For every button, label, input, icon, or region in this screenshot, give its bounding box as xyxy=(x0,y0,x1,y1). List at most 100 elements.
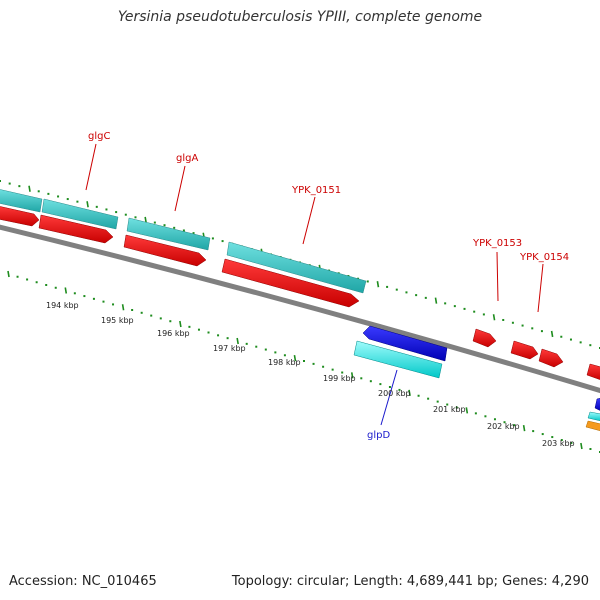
genome-stats-text: Topology: circular; Length: 4,689,441 bp… xyxy=(231,574,589,589)
major-tick xyxy=(434,297,438,304)
minor-tick xyxy=(18,185,21,188)
minor-tick xyxy=(54,286,57,289)
minor-tick xyxy=(283,354,286,357)
leader-line-glpD xyxy=(380,369,398,426)
scale-label: 194 kbp xyxy=(46,301,79,310)
minor-tick xyxy=(159,317,162,320)
minor-tick xyxy=(444,302,447,305)
minor-tick xyxy=(369,380,372,383)
minor-tick xyxy=(182,229,185,232)
accession-text: Accession: NC_010465 xyxy=(9,574,157,589)
gene-bar-glpD xyxy=(353,340,443,379)
minor-tick xyxy=(217,334,220,337)
minor-tick xyxy=(192,232,195,235)
map-title: Yersinia pseudotuberculosis YPIII, compl… xyxy=(117,9,483,25)
minor-tick xyxy=(197,328,200,331)
major-tick xyxy=(550,330,554,338)
gene-label-glpD: glpD xyxy=(367,430,390,441)
minor-tick xyxy=(424,296,427,299)
cds-arrow-YPK_0153 xyxy=(472,328,497,348)
minor-tick xyxy=(453,305,456,308)
minor-tick xyxy=(92,297,95,300)
minor-tick xyxy=(66,198,69,201)
scale-label: 199 kbp xyxy=(323,374,356,383)
minor-tick xyxy=(0,180,1,182)
minor-tick xyxy=(226,337,229,340)
cds-arrow xyxy=(594,397,600,411)
minor-tick xyxy=(379,383,382,386)
minor-tick xyxy=(551,436,554,439)
minor-tick xyxy=(274,351,277,354)
minor-tick xyxy=(366,280,369,283)
scale-label: 201 kbp xyxy=(433,405,466,414)
minor-tick xyxy=(531,327,534,330)
minor-tick xyxy=(398,388,401,391)
minor-tick xyxy=(503,421,506,424)
scale-label: 197 kbp xyxy=(213,344,246,353)
gene-bar-glgA xyxy=(126,217,211,251)
minor-tick xyxy=(463,307,466,310)
minor-tick xyxy=(560,335,563,338)
minor-tick xyxy=(312,362,315,365)
minor-tick xyxy=(45,284,48,287)
minor-tick xyxy=(427,397,430,400)
cds-arrow-glgC xyxy=(38,214,114,244)
leader-line-glgA xyxy=(174,165,186,212)
minor-tick xyxy=(511,321,514,324)
minor-tick xyxy=(331,368,334,371)
major-tick xyxy=(179,320,182,328)
major-tick xyxy=(522,425,526,432)
minor-tick xyxy=(493,418,496,421)
gene-bar xyxy=(0,189,43,213)
minor-tick xyxy=(115,211,118,214)
minor-tick xyxy=(473,310,476,313)
reverse-track xyxy=(353,325,600,431)
minor-tick xyxy=(417,394,420,397)
minor-tick xyxy=(395,288,398,291)
minor-tick xyxy=(484,415,487,418)
minor-tick xyxy=(513,424,516,427)
gene-label-glgA: glgA xyxy=(176,153,198,164)
major-tick xyxy=(293,354,297,362)
scale-label: 200 kbp xyxy=(378,389,411,398)
cds-arrow-YPK_0151 xyxy=(221,258,360,308)
minor-tick xyxy=(455,406,458,409)
scale-label: 195 kbp xyxy=(101,316,134,325)
major-tick xyxy=(492,314,496,321)
minor-tick xyxy=(26,278,29,281)
forward-gene-track xyxy=(0,189,367,294)
major-tick xyxy=(144,216,147,224)
minor-tick xyxy=(540,330,543,333)
minor-tick xyxy=(73,292,76,295)
minor-tick xyxy=(589,344,592,347)
minor-tick xyxy=(303,360,305,362)
minor-tick xyxy=(57,195,60,198)
major-tick xyxy=(121,304,125,311)
gene-bar-glgC xyxy=(41,198,119,230)
minor-tick xyxy=(207,331,210,334)
minor-tick xyxy=(322,365,325,368)
major-tick xyxy=(580,442,583,450)
cds-arrow-glgA xyxy=(123,234,207,267)
gene-bar xyxy=(587,411,600,422)
major-tick xyxy=(376,281,380,288)
minor-tick xyxy=(521,324,524,327)
minor-tick xyxy=(341,371,344,374)
minor-tick xyxy=(446,403,449,406)
major-tick xyxy=(86,201,89,208)
minor-tick xyxy=(16,275,19,278)
scale-label: 203 kbp xyxy=(542,439,575,448)
major-tick xyxy=(236,337,239,345)
leader-line-glgC xyxy=(85,143,97,191)
gene-label-glgC: glgC xyxy=(88,131,110,142)
minor-tick xyxy=(131,308,134,311)
major-tick xyxy=(64,287,68,294)
minor-tick xyxy=(436,400,439,403)
minor-tick xyxy=(83,295,86,298)
minor-tick xyxy=(37,190,40,193)
major-tick xyxy=(465,407,469,414)
genome-backbone xyxy=(0,224,600,394)
minor-tick xyxy=(541,433,544,436)
minor-tick xyxy=(47,192,50,195)
cds-arrow xyxy=(586,363,600,380)
